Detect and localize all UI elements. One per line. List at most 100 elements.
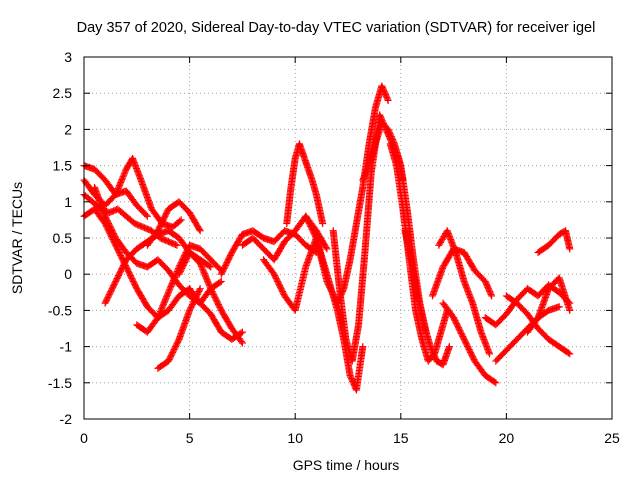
data-point bbox=[171, 273, 179, 281]
data-point bbox=[156, 309, 164, 317]
data-point bbox=[205, 282, 213, 290]
series-arc-11 bbox=[186, 285, 246, 343]
data-point bbox=[159, 302, 167, 310]
x-tick-label: 10 bbox=[287, 430, 303, 446]
data-point bbox=[156, 308, 164, 316]
data-point bbox=[157, 306, 165, 314]
data-point bbox=[169, 278, 177, 286]
data-point bbox=[163, 291, 171, 299]
series-arc-22 bbox=[435, 227, 494, 358]
y-tick-label: 1.5 bbox=[53, 158, 73, 174]
y-tick-label: -2 bbox=[60, 411, 73, 427]
series-arc-21 bbox=[428, 245, 496, 300]
data-point bbox=[177, 216, 185, 224]
y-tick-label: -1 bbox=[60, 339, 73, 355]
series-arc-9 bbox=[143, 198, 204, 249]
x-tick-label: 0 bbox=[80, 430, 88, 446]
data-point bbox=[203, 276, 211, 284]
data-point bbox=[488, 292, 496, 300]
data-point bbox=[207, 263, 215, 271]
data-point bbox=[491, 378, 499, 386]
data-point bbox=[445, 343, 453, 351]
data-point bbox=[487, 290, 495, 298]
data-point bbox=[384, 96, 392, 104]
data-point bbox=[202, 274, 210, 282]
data-point bbox=[170, 275, 178, 283]
data-point bbox=[168, 281, 176, 289]
series-arc-15 bbox=[283, 140, 327, 228]
data-point bbox=[118, 176, 126, 184]
data-point bbox=[166, 284, 174, 292]
data-point bbox=[121, 168, 129, 176]
data-point bbox=[216, 278, 224, 286]
y-tick-label: 0.5 bbox=[53, 230, 73, 246]
data-point bbox=[119, 173, 127, 181]
y-axis-label: SDTVAR / TECUs bbox=[9, 182, 25, 294]
grid bbox=[84, 57, 612, 419]
data-point bbox=[312, 233, 320, 241]
data-point bbox=[205, 280, 213, 288]
series-arc-26 bbox=[502, 292, 574, 358]
x-tick-label: 25 bbox=[604, 430, 620, 446]
series-arc-5 bbox=[91, 183, 225, 307]
data-points bbox=[80, 82, 574, 394]
data-point bbox=[237, 338, 245, 346]
data-point bbox=[116, 180, 124, 188]
data-point bbox=[117, 179, 125, 187]
data-point bbox=[566, 350, 574, 358]
data-point bbox=[153, 315, 161, 323]
data-point bbox=[238, 328, 246, 336]
data-point bbox=[162, 294, 170, 302]
data-point bbox=[164, 290, 172, 298]
data-point bbox=[197, 262, 205, 270]
data-point bbox=[204, 279, 212, 287]
data-point bbox=[155, 312, 163, 320]
data-point bbox=[383, 95, 391, 103]
x-tick-label: 20 bbox=[499, 430, 515, 446]
data-point bbox=[142, 211, 150, 219]
data-point bbox=[201, 270, 209, 278]
data-point bbox=[161, 297, 169, 305]
data-point bbox=[196, 259, 204, 267]
y-tick-label: 1 bbox=[64, 194, 72, 210]
data-point bbox=[160, 300, 168, 308]
data-point bbox=[200, 268, 208, 276]
data-point bbox=[168, 279, 176, 287]
data-point bbox=[199, 267, 207, 275]
data-point bbox=[154, 314, 162, 322]
data-point bbox=[323, 245, 331, 253]
data-point bbox=[202, 273, 210, 281]
series-arc-28 bbox=[534, 227, 574, 256]
y-tick-label: 2 bbox=[64, 121, 72, 137]
y-tick-label: 2.5 bbox=[53, 85, 73, 101]
data-point bbox=[322, 243, 330, 251]
data-point bbox=[115, 182, 123, 190]
data-point bbox=[115, 183, 123, 191]
data-point bbox=[166, 285, 174, 293]
data-point bbox=[237, 329, 245, 337]
data-point bbox=[555, 303, 563, 311]
series-arc-2 bbox=[80, 191, 181, 249]
data-point bbox=[566, 306, 574, 314]
data-point bbox=[195, 286, 203, 294]
series-arc-10 bbox=[175, 248, 246, 347]
series-arc-19 bbox=[386, 140, 451, 365]
data-point bbox=[199, 265, 207, 273]
data-point bbox=[564, 349, 572, 357]
data-point bbox=[319, 220, 327, 228]
data-point bbox=[120, 171, 128, 179]
data-point bbox=[173, 241, 181, 249]
data-point bbox=[217, 277, 225, 285]
data-point bbox=[169, 276, 177, 284]
data-point bbox=[155, 311, 163, 319]
data-point bbox=[196, 285, 204, 293]
data-point bbox=[201, 271, 209, 279]
y-tick-label: 0 bbox=[64, 266, 72, 282]
data-point bbox=[238, 339, 246, 347]
data-point bbox=[158, 303, 166, 311]
data-point bbox=[167, 282, 175, 290]
y-tick-label: -1.5 bbox=[48, 375, 72, 391]
data-point bbox=[566, 245, 574, 253]
data-point bbox=[165, 287, 173, 295]
